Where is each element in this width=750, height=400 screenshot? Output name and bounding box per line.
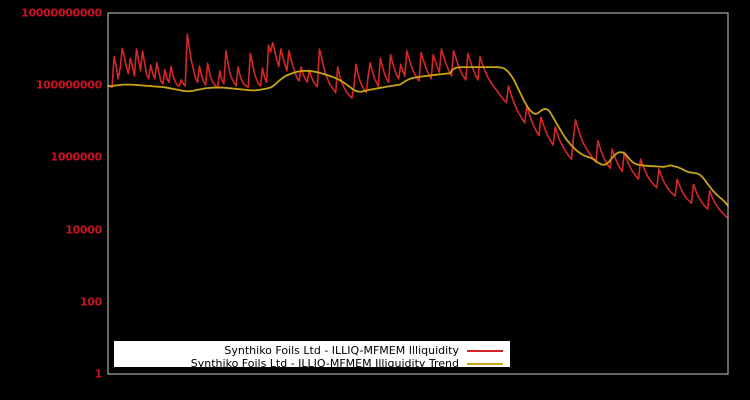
y-tick-label: 10000 — [65, 223, 102, 237]
y-tick-label: 100000000 — [35, 78, 102, 92]
y-tick-label: 1000000 — [50, 150, 103, 164]
legend-entry-illiquidity: Synthiko Foils Ltd - ILLIQ-MFMEM Illiqui… — [121, 344, 503, 357]
chart-legend: Synthiko Foils Ltd - ILLIQ-MFMEM Illiqui… — [114, 341, 510, 370]
y-tick-label: 100 — [79, 295, 102, 309]
plot-background — [108, 13, 728, 374]
legend-label-illiquidity-trend: Synthiko Foils Ltd - ILLIQ-MFMEM Illiqui… — [190, 357, 459, 370]
y-tick-label: 1 — [94, 367, 103, 381]
y-tick-label: 10000000000 — [21, 6, 102, 20]
series-layer — [107, 33, 729, 219]
legend-swatch-illiquidity — [467, 349, 503, 352]
legend-label-illiquidity: Synthiko Foils Ltd - ILLIQ-MFMEM Illiqui… — [224, 344, 459, 357]
series-line-illiquidity-trend — [107, 66, 729, 207]
legend-swatch-illiquidity-trend — [467, 362, 503, 365]
legend-entry-illiquidity-trend: Synthiko Foils Ltd - ILLIQ-MFMEM Illiqui… — [121, 357, 503, 370]
plot-frame — [107, 12, 729, 375]
